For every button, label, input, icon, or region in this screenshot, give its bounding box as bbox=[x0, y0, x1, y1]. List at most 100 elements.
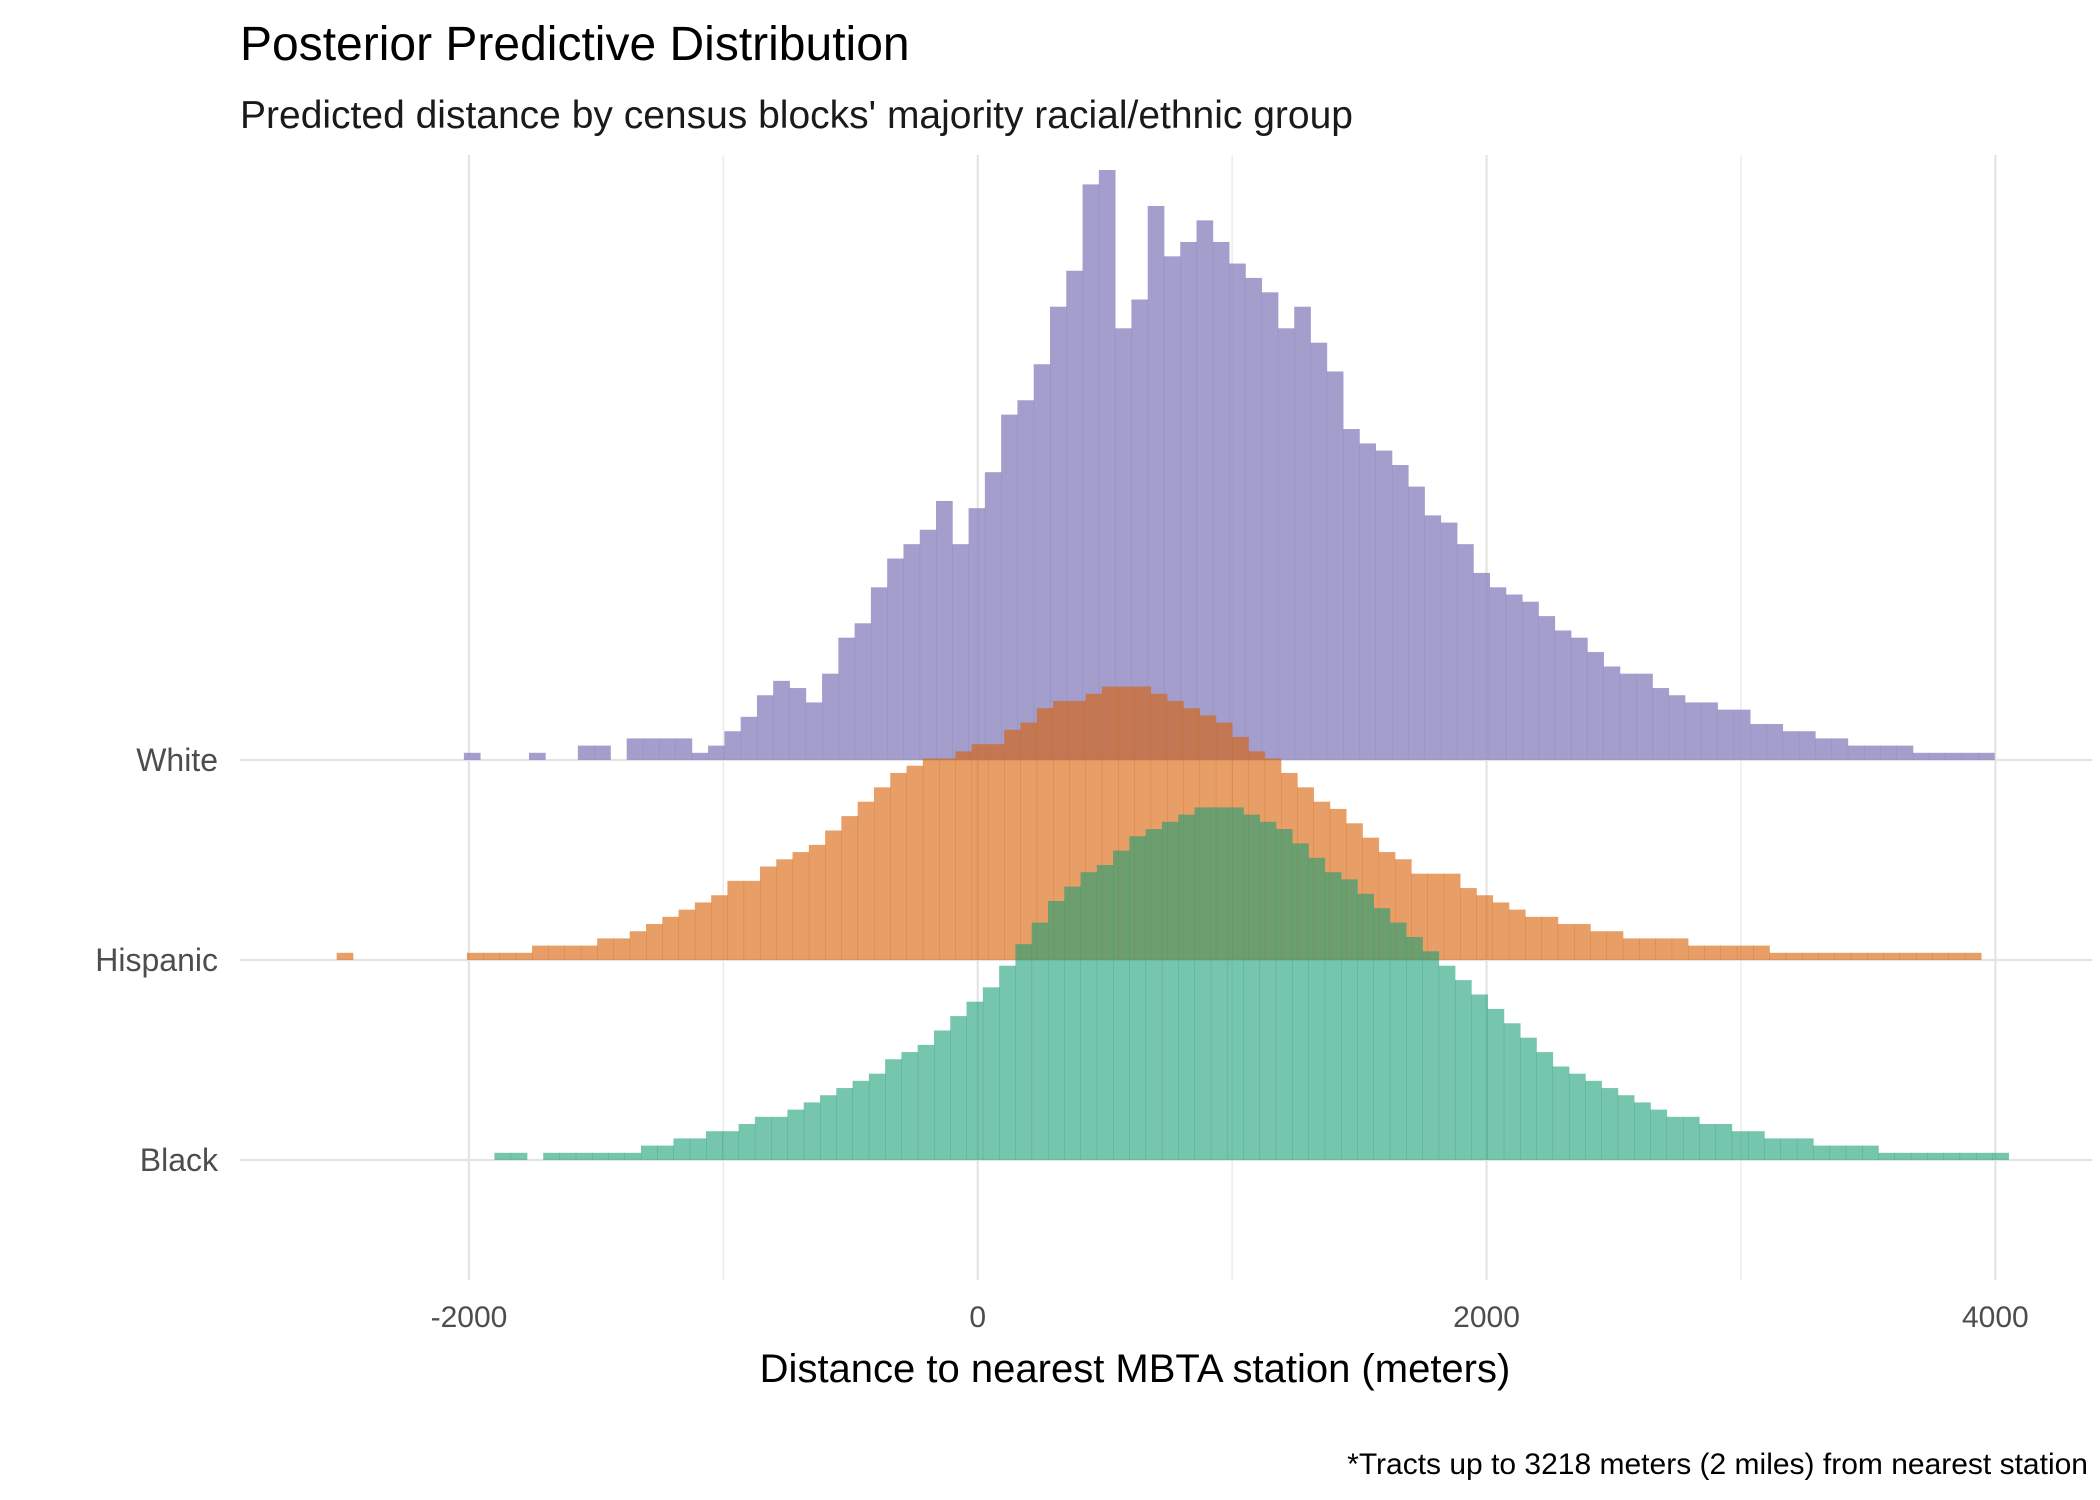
bar-hispanic-38 bbox=[955, 751, 973, 960]
bar-hispanic-88 bbox=[1769, 952, 1787, 960]
bar-black-37 bbox=[1096, 865, 1114, 1160]
bar-white-92 bbox=[1961, 752, 1979, 760]
bar-white-49 bbox=[1261, 292, 1279, 760]
bar-hispanic-32 bbox=[857, 801, 875, 960]
bar-hispanic-41 bbox=[1004, 729, 1021, 960]
bar-black-9 bbox=[640, 1145, 658, 1160]
bar-white-40 bbox=[1115, 328, 1132, 760]
bar-hispanic-11 bbox=[515, 952, 533, 960]
bar-black-28 bbox=[950, 1016, 967, 1160]
bar-hispanic-33 bbox=[873, 787, 891, 960]
bar-black-91 bbox=[1975, 1152, 1993, 1160]
bar-white-42 bbox=[1147, 205, 1165, 761]
bar-black-1 bbox=[510, 1152, 528, 1160]
bar-black-87 bbox=[1910, 1152, 1928, 1160]
bar-white-80 bbox=[1766, 724, 1784, 760]
bar-black-44 bbox=[1210, 807, 1228, 1160]
x-tick-label: -2000 bbox=[431, 1301, 508, 1334]
bar-white-67 bbox=[1554, 630, 1572, 760]
bar-black-80 bbox=[1796, 1138, 1814, 1160]
bar-black-89 bbox=[1943, 1152, 1961, 1160]
bar-white-10 bbox=[626, 738, 644, 760]
bar-white-22 bbox=[822, 673, 839, 760]
bar-black-70 bbox=[1634, 1102, 1651, 1160]
bar-white-15 bbox=[708, 745, 725, 760]
x-axis-title: Distance to nearest MBTA station (meters… bbox=[760, 1347, 1511, 1391]
bar-hispanic-20 bbox=[662, 916, 679, 960]
bar-white-72 bbox=[1636, 673, 1653, 760]
bar-white-39 bbox=[1098, 170, 1116, 760]
bar-black-31 bbox=[999, 965, 1016, 1160]
bar-black-84 bbox=[1862, 1145, 1879, 1160]
bar-black-88 bbox=[1927, 1152, 1944, 1160]
bar-black-92 bbox=[1992, 1152, 2009, 1160]
bar-black-64 bbox=[1536, 1052, 1554, 1160]
bar-black-32 bbox=[1015, 944, 1033, 1160]
bar-hispanic-18 bbox=[629, 931, 647, 960]
bar-white-50 bbox=[1277, 328, 1295, 760]
bar-white-48 bbox=[1245, 277, 1263, 760]
bar-hispanic-84 bbox=[1704, 945, 1721, 960]
bar-black-36 bbox=[1080, 872, 1098, 1160]
x-axis-ticks: -2000 0 2000 4000 bbox=[431, 1301, 2029, 1334]
bar-hispanic-22 bbox=[694, 902, 712, 960]
bar-hispanic-99 bbox=[1948, 952, 1966, 960]
bar-hispanic-25 bbox=[743, 880, 761, 960]
bar-white-0 bbox=[463, 752, 481, 760]
bar-black-66 bbox=[1568, 1073, 1586, 1160]
bar-white-31 bbox=[968, 508, 986, 760]
bar-white-56 bbox=[1375, 450, 1393, 760]
bar-black-13 bbox=[706, 1131, 723, 1160]
bar-black-27 bbox=[933, 1030, 951, 1160]
bar-white-44 bbox=[1180, 241, 1197, 760]
bar-white-45 bbox=[1196, 220, 1214, 761]
bar-hispanic-23 bbox=[711, 895, 728, 960]
bar-black-38 bbox=[1113, 850, 1130, 1160]
bar-black-45 bbox=[1227, 807, 1244, 1160]
bar-black-53 bbox=[1357, 893, 1374, 1160]
bar-white-55 bbox=[1359, 443, 1377, 760]
x-tick-label: 0 bbox=[969, 1301, 986, 1334]
bar-black-35 bbox=[1064, 886, 1081, 1160]
bar-white-26 bbox=[887, 558, 904, 760]
bar-black-76 bbox=[1731, 1131, 1749, 1160]
bar-hispanic-8 bbox=[466, 952, 484, 960]
bar-white-64 bbox=[1505, 594, 1523, 760]
bar-hispanic-79 bbox=[1622, 938, 1640, 960]
bar-hispanic-29 bbox=[808, 844, 826, 960]
y-axis-labels: White Hispanic Black bbox=[95, 742, 219, 1178]
bar-white-25 bbox=[870, 587, 888, 760]
bar-white-4 bbox=[528, 752, 546, 760]
chart-subtitle: Predicted distance by census blocks' maj… bbox=[240, 94, 1353, 137]
bar-white-61 bbox=[1457, 544, 1474, 760]
bar-white-58 bbox=[1408, 486, 1425, 760]
bar-white-51 bbox=[1294, 306, 1311, 760]
bar-hispanic-96 bbox=[1899, 952, 1917, 960]
bar-white-79 bbox=[1750, 724, 1767, 760]
bar-black-77 bbox=[1748, 1131, 1765, 1160]
bar-hispanic-16 bbox=[597, 938, 614, 960]
bar-hispanic-27 bbox=[776, 859, 793, 960]
bar-black-12 bbox=[689, 1138, 707, 1160]
bar-hispanic-81 bbox=[1655, 938, 1673, 960]
bar-hispanic-13 bbox=[548, 945, 566, 960]
bar-black-71 bbox=[1650, 1109, 1668, 1160]
bar-hispanic-15 bbox=[580, 945, 598, 960]
bar-hispanic-72 bbox=[1508, 909, 1526, 960]
bar-white-7 bbox=[577, 745, 595, 760]
bar-white-14 bbox=[691, 752, 709, 760]
y-label-hispanic: Hispanic bbox=[95, 942, 218, 978]
bar-white-93 bbox=[1978, 752, 1995, 760]
bar-black-19 bbox=[803, 1102, 821, 1160]
bar-white-12 bbox=[659, 738, 676, 760]
bar-black-41 bbox=[1161, 821, 1179, 1160]
bar-white-70 bbox=[1603, 666, 1621, 760]
bar-white-46 bbox=[1212, 241, 1230, 760]
bar-black-0 bbox=[494, 1152, 512, 1160]
bar-hispanic-10 bbox=[499, 952, 517, 960]
bar-white-81 bbox=[1782, 731, 1800, 760]
bar-hispanic-28 bbox=[792, 852, 810, 960]
bar-hispanic-70 bbox=[1476, 895, 1494, 960]
bar-hispanic-30 bbox=[825, 830, 842, 960]
bar-hispanic-68 bbox=[1443, 873, 1461, 960]
